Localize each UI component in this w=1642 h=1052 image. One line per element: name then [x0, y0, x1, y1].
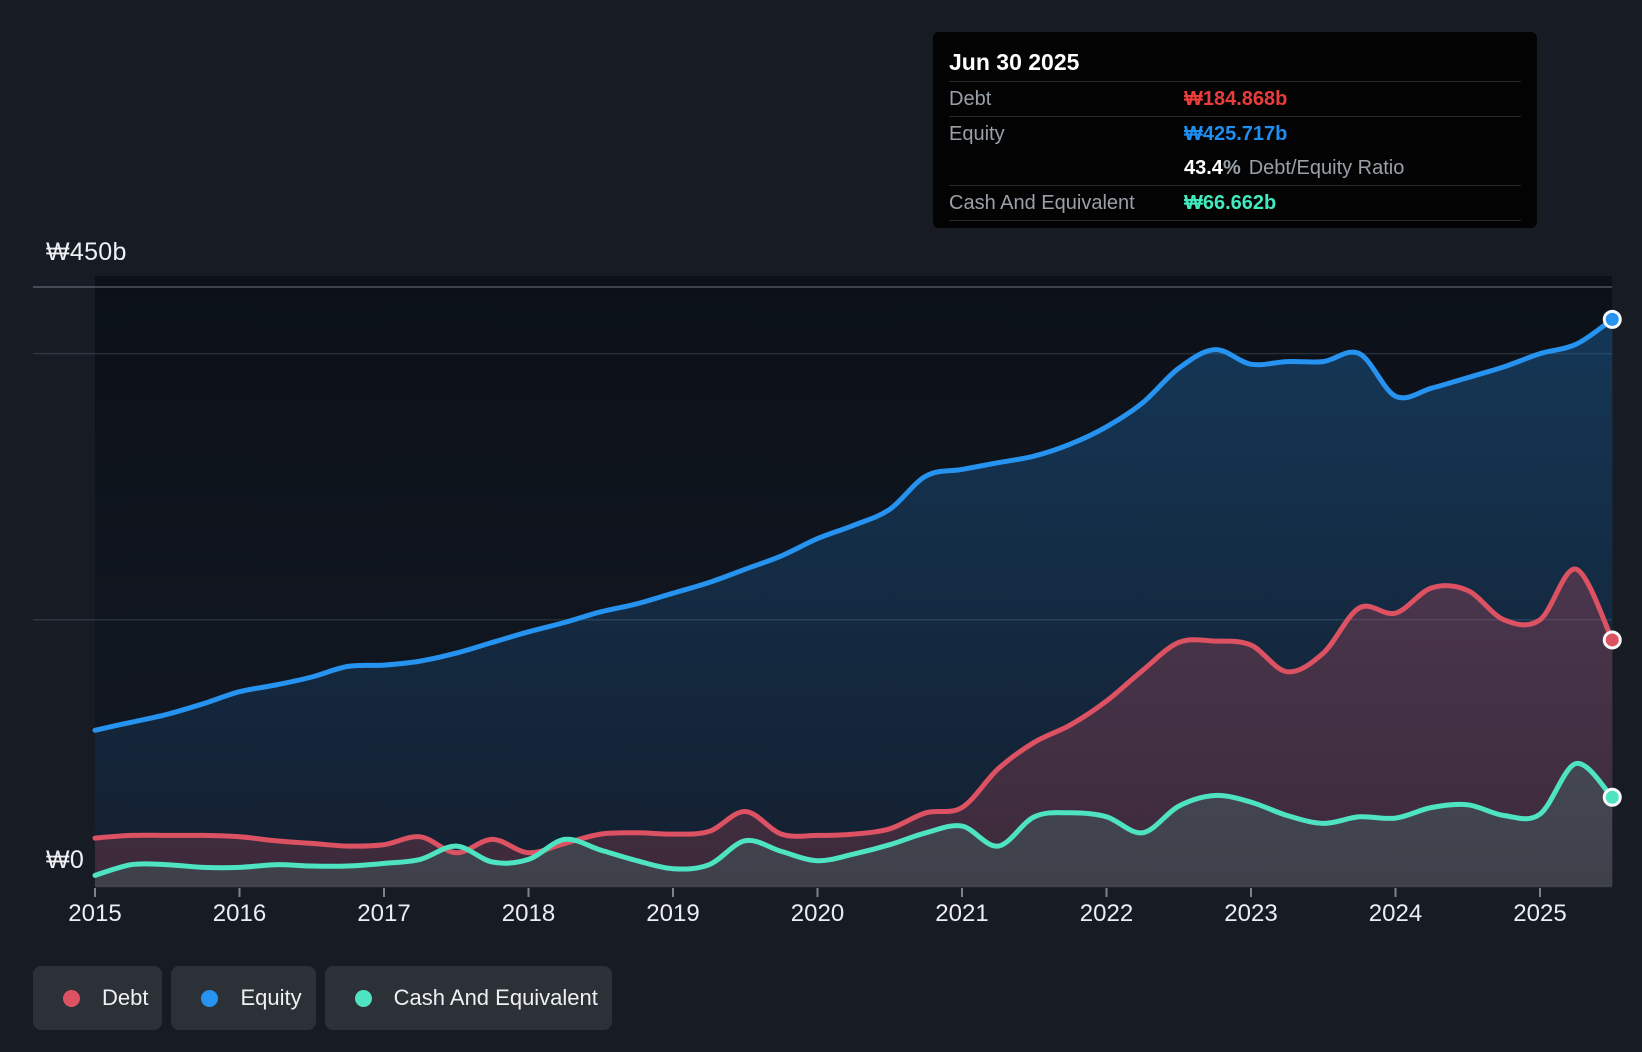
- legend: Debt Equity Cash And Equivalent: [33, 966, 612, 1030]
- equity-legend-dot-icon: [201, 989, 219, 1007]
- debt-legend-dot-icon: [63, 989, 80, 1007]
- cash-legend-dot-icon: [354, 989, 372, 1007]
- x-axis-label-2025: 2025: [1513, 900, 1566, 927]
- tooltip-equity-label: Equity: [949, 123, 1005, 145]
- tooltip-equity-row: Equity ₩425.717b: [949, 116, 1521, 151]
- legend-item-equity[interactable]: Equity: [171, 966, 316, 1030]
- tooltip-debt-value: ₩184.868b: [1184, 88, 1288, 110]
- tooltip-debt-row: Debt ₩184.868b: [949, 81, 1521, 116]
- tooltip-ratio-row: 43.4% Debt/Equity Ratio: [949, 151, 1521, 185]
- hover-tooltip: Jun 30 2025 Debt ₩184.868b Equity ₩425.7…: [933, 32, 1537, 228]
- tooltip-cash-row: Cash And Equivalent ₩66.662b: [949, 185, 1521, 221]
- tooltip-date: Jun 30 2025: [949, 49, 1080, 75]
- tooltip-ratio-label: Debt/Equity Ratio: [1248, 157, 1405, 179]
- x-axis-label-2023: 2023: [1224, 900, 1277, 927]
- debt-legend-label: Debt: [102, 985, 149, 1010]
- x-axis-label-2022: 2022: [1080, 900, 1133, 927]
- x-axis-label-2016: 2016: [213, 900, 266, 927]
- x-axis-label-2021: 2021: [935, 900, 988, 927]
- equity-line[interactable]: [92, 316, 1615, 733]
- debt-end-dot[interactable]: [1602, 630, 1622, 650]
- cash-and-equivalent-line[interactable]: [92, 761, 1615, 878]
- x-axis-label-2019: 2019: [646, 900, 699, 927]
- tooltip-equity-value: ₩425.717b: [1184, 123, 1288, 145]
- tooltip-ratio-percent: %: [1222, 157, 1241, 179]
- tooltip-cash-label: Cash And Equivalent: [949, 192, 1135, 214]
- cash-legend-label: Cash And Equivalent: [393, 985, 598, 1010]
- cash-and-equivalent-end-dot[interactable]: [1602, 787, 1622, 807]
- x-axis-label-2015: 2015: [68, 900, 121, 927]
- legend-item-debt[interactable]: Debt: [33, 966, 163, 1030]
- x-axis-label-2017: 2017: [357, 900, 410, 927]
- tooltip-cash-value: ₩66.662b: [1184, 192, 1277, 214]
- tooltip-debt-label: Debt: [949, 88, 992, 110]
- equity-end-dot[interactable]: [1602, 309, 1622, 329]
- y-axis-zero-label: ₩0: [46, 846, 85, 874]
- tooltip-ratio-value: 43.4: [1184, 157, 1223, 179]
- x-axis-label-2020: 2020: [791, 900, 844, 927]
- debt-line[interactable]: [92, 566, 1615, 856]
- legend-item-cash[interactable]: Cash And Equivalent: [324, 966, 612, 1030]
- equity-legend-label: Equity: [240, 985, 302, 1010]
- x-axis-label-2024: 2024: [1369, 900, 1422, 927]
- y-axis-max-label: ₩450b: [46, 238, 127, 266]
- x-axis-label-2018: 2018: [502, 900, 555, 927]
